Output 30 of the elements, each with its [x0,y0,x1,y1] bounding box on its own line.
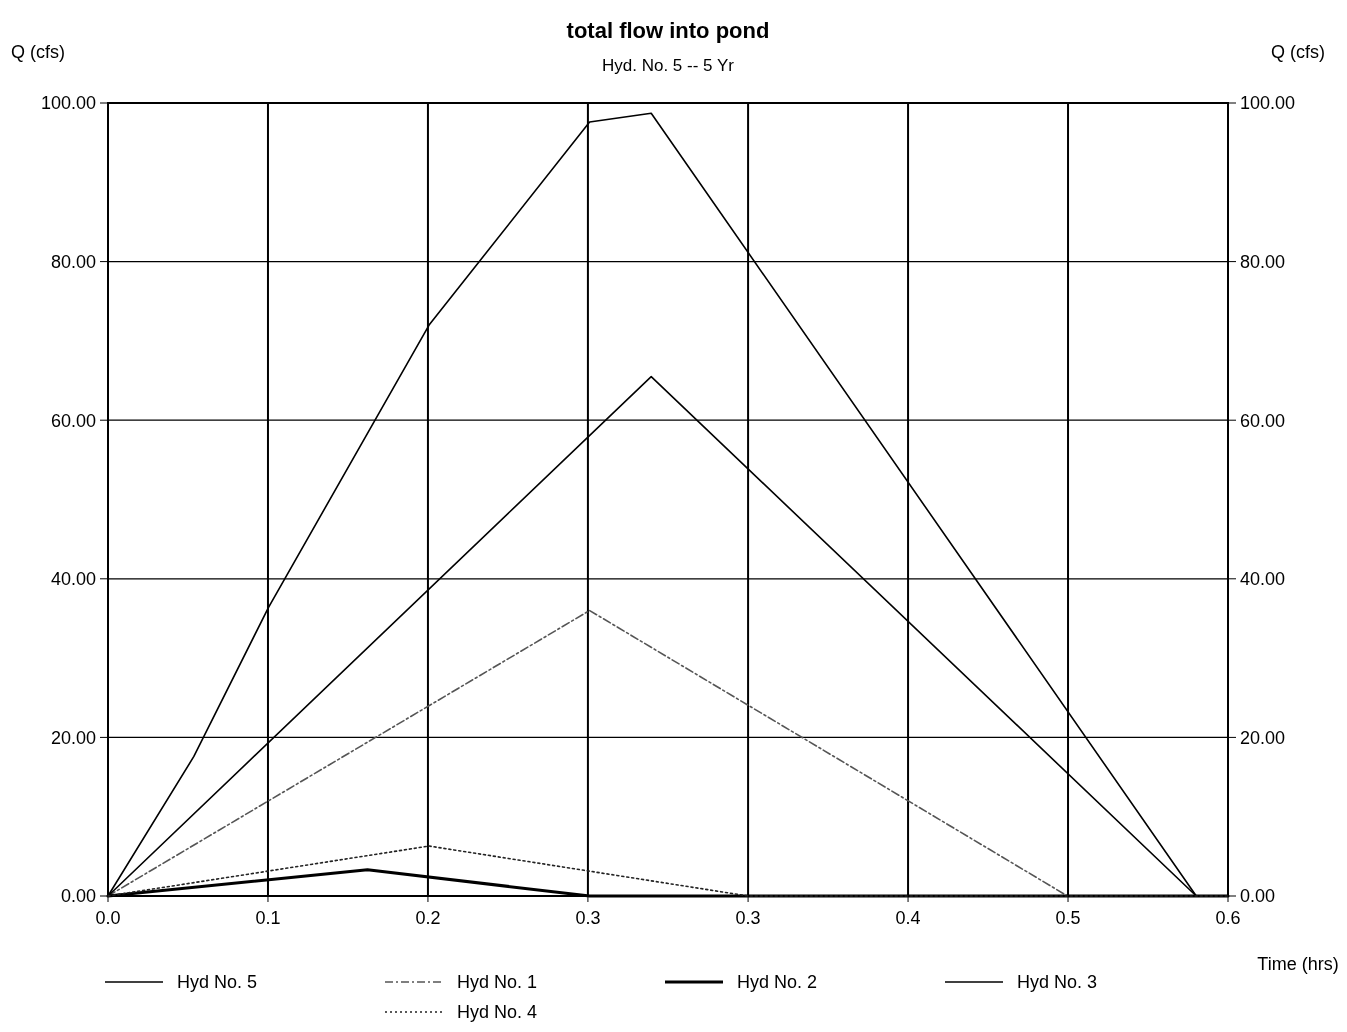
x-tick-label: 0.0 [95,908,121,928]
legend-label: Hyd No. 5 [177,972,258,993]
y2-tick-label: 60.00 [1240,410,1286,431]
x-tick-label: 0.5 [1055,908,1081,928]
x-tick-label: 0.2 [415,908,441,928]
x-axis-title: Time (hrs) [1257,954,1339,974]
y2-tick-label: 80.00 [1240,251,1286,272]
x-tick-label: 0.4 [895,908,921,928]
y-tick-label: 100.00 [40,93,96,114]
x-tick-label: 0.3 [575,908,601,928]
y-tick-label: 0.00 [60,886,96,907]
y2-axis-title: Q (cfs) [1271,42,1325,62]
x-tick-label: 0.3 [735,908,761,928]
chart-title: total flow into pond [566,18,770,43]
chart-subtitle: Hyd. No. 5 -- 5 Yr [602,56,735,75]
y-axis-title: Q (cfs) [11,42,65,62]
legend-label: Hyd No. 4 [457,1002,538,1023]
x-tick-label: 0.6 [1215,908,1241,928]
legend-label: Hyd No. 1 [457,972,538,993]
y-tick-label: 20.00 [50,727,96,748]
y-tick-label: 40.00 [50,569,96,590]
y2-tick-label: 20.00 [1240,727,1286,748]
y-tick-label: 80.00 [50,251,96,272]
x-tick-label: 0.1 [255,908,281,928]
y2-tick-label: 40.00 [1240,569,1286,590]
legend-label: Hyd No. 3 [1017,972,1098,993]
y-tick-label: 60.00 [50,410,96,431]
y2-tick-label: 0.00 [1240,886,1276,907]
y2-tick-label: 100.00 [1240,93,1296,114]
legend-label: Hyd No. 2 [737,972,818,993]
